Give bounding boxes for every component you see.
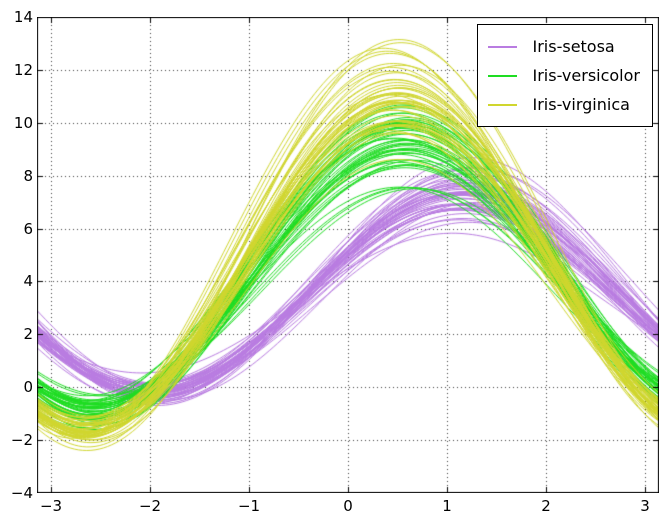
y-tick-label: 0 xyxy=(23,378,33,397)
legend-line-swatch xyxy=(487,74,517,77)
y-tick-label: 6 xyxy=(23,219,33,238)
y-tick-label: −4 xyxy=(10,484,33,502)
y-tick-label: 10 xyxy=(13,113,33,132)
x-tick-label: −3 xyxy=(39,497,63,515)
y-tick-label: 4 xyxy=(23,272,33,291)
y-tick-label: 14 xyxy=(13,8,33,26)
y-tick-label: 2 xyxy=(23,325,33,344)
legend-item: Iris-virginica xyxy=(487,90,641,119)
legend-item: Iris-versicolor xyxy=(487,61,641,90)
y-tick-label: −2 xyxy=(10,431,33,450)
legend-label: Iris-virginica xyxy=(532,95,630,114)
legend-line-swatch xyxy=(487,45,517,48)
y-tick-label: 8 xyxy=(23,166,33,185)
y-tick-label: 12 xyxy=(13,60,33,79)
legend-item: Iris-setosa xyxy=(487,32,641,61)
legend-line-swatch xyxy=(487,103,517,106)
legend-label: Iris-setosa xyxy=(532,37,615,56)
x-tick-label: 2 xyxy=(541,497,551,515)
legend: Iris-setosa Iris-versicolor Iris-virginica xyxy=(476,24,653,127)
x-tick-label: −2 xyxy=(138,497,162,515)
x-tick-label: −1 xyxy=(237,497,261,515)
x-tick-label: 0 xyxy=(343,497,353,515)
legend-label: Iris-versicolor xyxy=(532,66,641,85)
x-tick-label: 1 xyxy=(442,497,452,515)
x-tick-label: 3 xyxy=(640,497,650,515)
